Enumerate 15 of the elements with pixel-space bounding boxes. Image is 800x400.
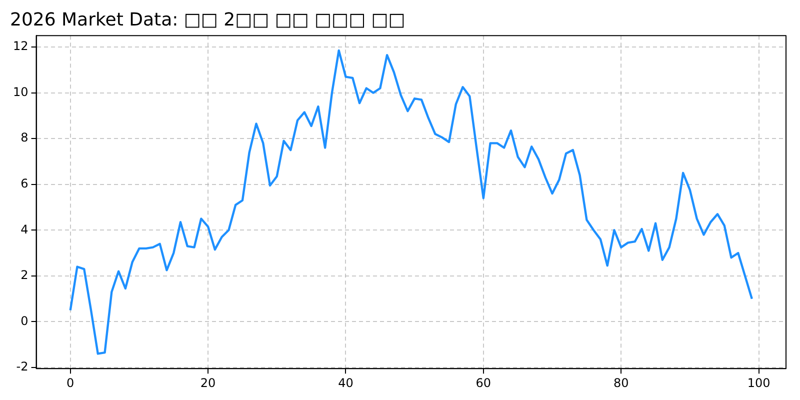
x-tick-label: 0 xyxy=(66,376,74,390)
x-tick-label: 20 xyxy=(200,376,216,390)
x-tick-label: 60 xyxy=(476,376,492,390)
y-tick-label: 6 xyxy=(20,176,28,190)
x-tick-label: 80 xyxy=(613,376,629,390)
y-tick-label: 10 xyxy=(12,84,28,99)
chart-title: 2026 Market Data: □□ 2□□ □□ □□□ □□ xyxy=(10,9,406,30)
y-tick-label: 2 xyxy=(20,268,28,282)
y-tick-label: 0 xyxy=(20,314,28,328)
y-tick-label: 12 xyxy=(12,39,28,54)
x-tick-label: 100 xyxy=(747,376,770,390)
x-tick-label: 40 xyxy=(338,376,354,390)
y-tick-label: 4 xyxy=(20,222,28,236)
y-tick-label: -2 xyxy=(16,360,28,374)
y-tick-label: 8 xyxy=(20,130,28,145)
